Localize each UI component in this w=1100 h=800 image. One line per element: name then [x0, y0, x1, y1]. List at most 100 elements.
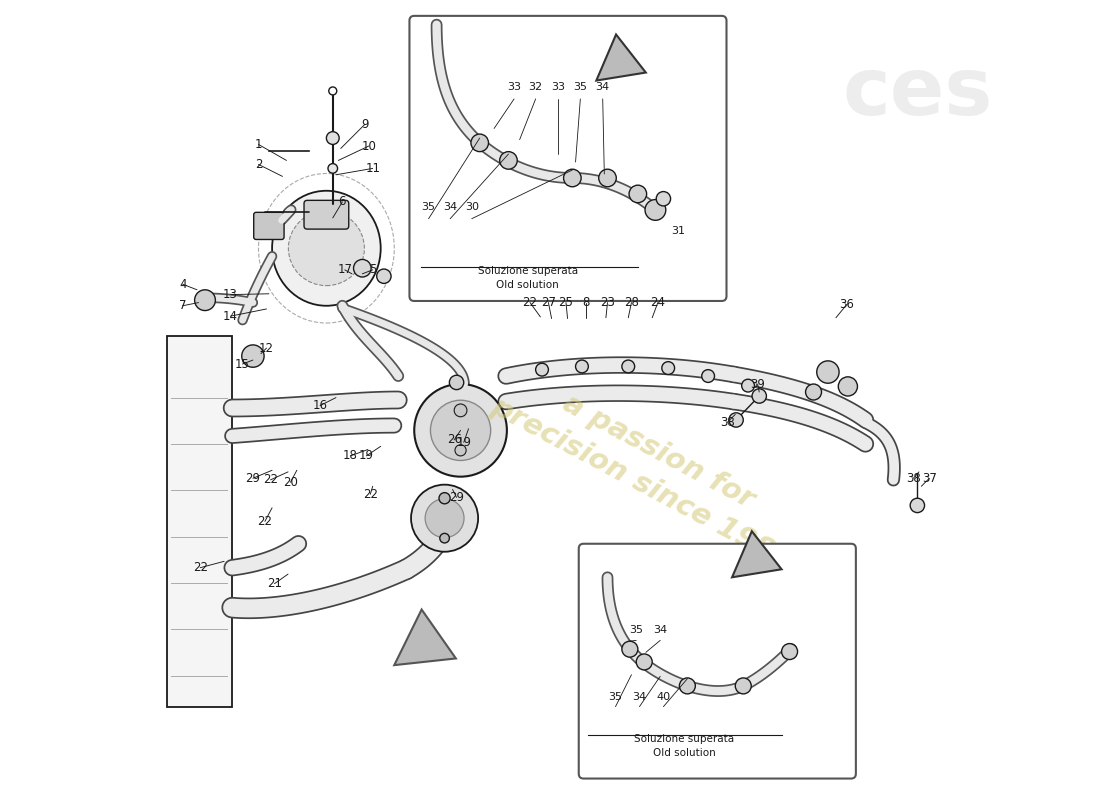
Circle shape: [910, 498, 924, 513]
Circle shape: [563, 170, 581, 186]
Circle shape: [729, 413, 744, 427]
Circle shape: [415, 384, 507, 477]
FancyBboxPatch shape: [304, 200, 349, 229]
Circle shape: [440, 534, 450, 543]
Text: 29: 29: [449, 491, 464, 504]
Circle shape: [499, 152, 517, 170]
Circle shape: [805, 384, 822, 400]
Text: 18: 18: [343, 450, 358, 462]
Text: 11: 11: [365, 162, 381, 175]
Text: 8: 8: [582, 296, 590, 309]
Text: 40: 40: [657, 692, 671, 702]
Text: 6: 6: [339, 195, 346, 209]
Text: 19: 19: [359, 450, 374, 462]
Text: 28: 28: [624, 296, 639, 309]
Circle shape: [816, 361, 839, 383]
Text: 24: 24: [650, 296, 666, 309]
Circle shape: [657, 191, 671, 206]
Circle shape: [329, 87, 337, 95]
Text: 7: 7: [179, 299, 186, 312]
Text: Soluzione superata: Soluzione superata: [477, 266, 578, 276]
Text: 37: 37: [922, 472, 937, 485]
Circle shape: [450, 375, 464, 390]
Circle shape: [735, 678, 751, 694]
Text: 39: 39: [750, 378, 766, 390]
Text: 22: 22: [363, 488, 377, 501]
Text: 17: 17: [338, 263, 352, 276]
Text: 35: 35: [608, 692, 623, 702]
Circle shape: [645, 199, 665, 220]
Text: 2: 2: [255, 158, 262, 171]
Text: Old solution: Old solution: [652, 748, 715, 758]
Text: 21: 21: [267, 577, 282, 590]
Text: 22: 22: [263, 474, 278, 486]
Text: 10: 10: [361, 139, 376, 153]
Circle shape: [411, 485, 478, 552]
Text: a passion for
precision since 1985: a passion for precision since 1985: [486, 360, 814, 575]
Polygon shape: [733, 531, 782, 578]
Text: 20: 20: [283, 476, 298, 489]
Circle shape: [376, 269, 392, 283]
Circle shape: [575, 360, 589, 373]
Text: 9: 9: [361, 118, 368, 131]
Text: 15: 15: [235, 358, 250, 370]
FancyBboxPatch shape: [254, 212, 284, 239]
Text: 5: 5: [368, 263, 376, 276]
Text: 16: 16: [312, 399, 328, 412]
Circle shape: [752, 389, 767, 403]
Circle shape: [455, 445, 466, 456]
Text: Old solution: Old solution: [496, 280, 559, 290]
Text: 33: 33: [507, 82, 521, 92]
Polygon shape: [394, 610, 455, 665]
Text: 29: 29: [245, 472, 261, 485]
Circle shape: [536, 363, 549, 376]
Ellipse shape: [288, 211, 364, 286]
FancyBboxPatch shape: [409, 16, 726, 301]
Circle shape: [353, 259, 371, 277]
Circle shape: [636, 654, 652, 670]
Circle shape: [195, 290, 216, 310]
Text: 12: 12: [258, 342, 274, 354]
Circle shape: [680, 678, 695, 694]
Circle shape: [629, 185, 647, 202]
Text: 38: 38: [719, 416, 735, 429]
Text: 22: 22: [257, 515, 273, 528]
Circle shape: [838, 377, 858, 396]
Text: 34: 34: [443, 202, 458, 212]
Circle shape: [782, 643, 797, 659]
Text: 22: 22: [522, 296, 538, 309]
Circle shape: [425, 498, 464, 538]
Text: 23: 23: [601, 296, 615, 309]
Text: 36: 36: [839, 298, 855, 310]
Text: 34: 34: [653, 625, 668, 635]
Text: 35: 35: [573, 82, 587, 92]
Text: 1: 1: [255, 138, 262, 151]
Text: 35: 35: [629, 625, 644, 635]
Text: ces: ces: [843, 54, 992, 131]
Text: 33: 33: [551, 82, 565, 92]
Circle shape: [621, 641, 638, 657]
Circle shape: [702, 370, 715, 382]
Text: 27: 27: [541, 296, 556, 309]
Circle shape: [741, 379, 755, 392]
Circle shape: [454, 404, 466, 417]
FancyBboxPatch shape: [579, 544, 856, 778]
Text: 25: 25: [559, 296, 573, 309]
Text: 31: 31: [671, 226, 685, 236]
Circle shape: [471, 134, 488, 152]
Text: 32: 32: [529, 82, 542, 92]
Text: 4: 4: [179, 278, 186, 290]
Text: 13: 13: [223, 288, 238, 301]
Circle shape: [430, 400, 491, 461]
Text: 34: 34: [632, 692, 647, 702]
Circle shape: [598, 170, 616, 186]
Text: Soluzione superata: Soluzione superata: [634, 734, 734, 744]
Circle shape: [327, 132, 339, 145]
Text: 35: 35: [421, 202, 436, 212]
Text: 26: 26: [447, 434, 462, 446]
Circle shape: [242, 345, 264, 367]
Text: 34: 34: [595, 82, 609, 92]
FancyBboxPatch shape: [167, 336, 232, 707]
Text: 30: 30: [464, 202, 478, 212]
Text: 22: 22: [192, 562, 208, 574]
